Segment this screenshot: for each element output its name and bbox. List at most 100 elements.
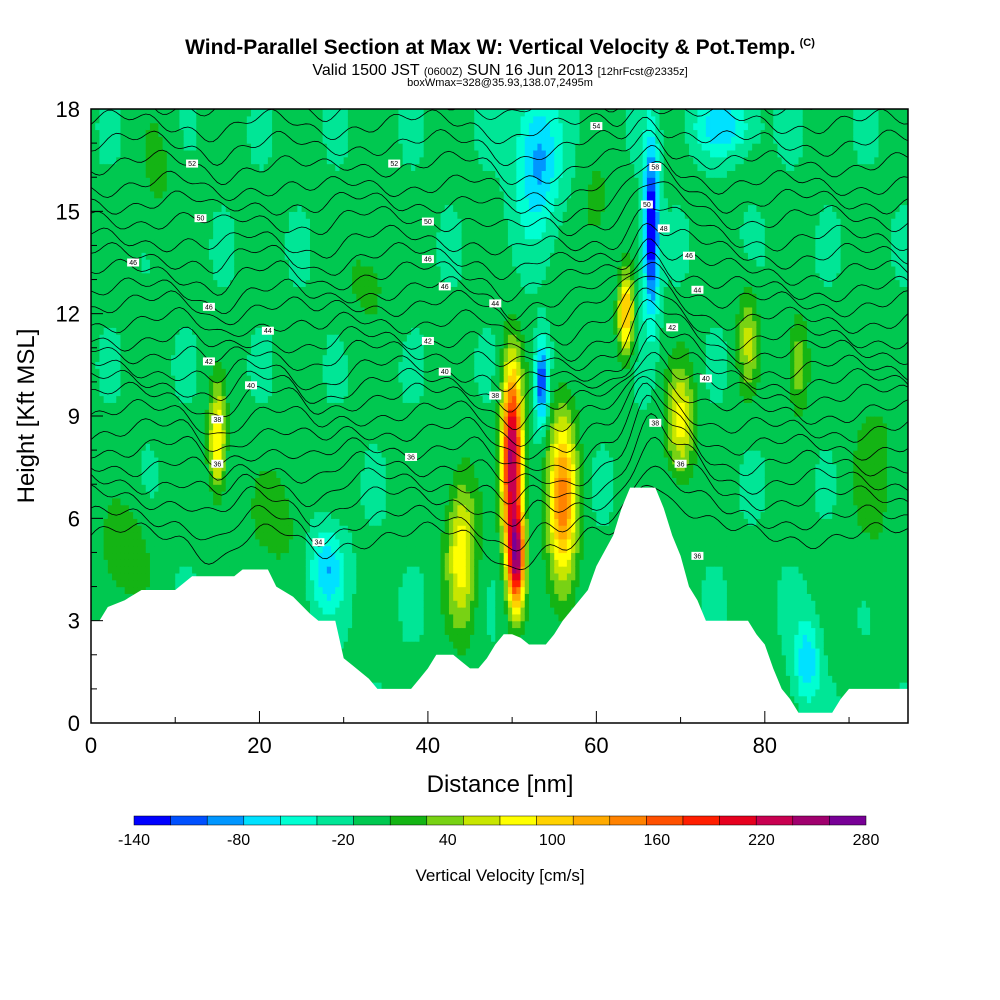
heatmap-cell xyxy=(146,423,151,430)
heatmap-cell xyxy=(129,314,134,321)
heatmap-cell xyxy=(142,123,147,130)
heatmap-cell xyxy=(108,552,113,559)
heatmap-cell xyxy=(196,341,201,348)
heatmap-cell xyxy=(95,327,100,334)
heatmap-cell xyxy=(196,464,201,471)
heatmap-cell xyxy=(192,525,197,532)
heatmap-cell xyxy=(104,436,109,443)
heatmap-cell xyxy=(158,232,163,239)
heatmap-cell xyxy=(99,355,104,362)
heatmap-cell xyxy=(95,273,100,280)
heatmap-cell xyxy=(120,484,125,491)
heatmap-cell xyxy=(175,559,180,566)
heatmap-cell xyxy=(150,512,155,519)
heatmap-cell xyxy=(108,150,113,157)
heatmap-cell xyxy=(192,396,197,403)
heatmap-cell xyxy=(179,477,184,484)
heatmap-cell xyxy=(154,580,159,587)
heatmap-cell xyxy=(125,443,130,450)
heatmap-cell xyxy=(133,266,138,273)
heatmap-cell xyxy=(163,252,168,259)
heatmap-cell xyxy=(167,409,172,416)
heatmap-cell xyxy=(146,396,151,403)
heatmap-cell xyxy=(188,218,193,225)
heatmap-cell xyxy=(154,123,159,130)
heatmap-cell xyxy=(163,320,168,327)
heatmap-cell xyxy=(137,436,142,443)
heatmap-cell xyxy=(120,375,125,382)
heatmap-cell xyxy=(129,225,134,232)
heatmap-cell xyxy=(146,170,151,177)
heatmap-cell xyxy=(146,225,151,232)
heatmap-cell xyxy=(150,566,155,573)
heatmap-cell xyxy=(116,273,121,280)
heatmap-cell xyxy=(112,211,117,218)
heatmap-cell xyxy=(116,177,121,184)
heatmap-cell xyxy=(137,423,142,430)
heatmap-cell xyxy=(158,143,163,150)
heatmap-cell xyxy=(95,280,100,287)
heatmap-cell xyxy=(99,552,104,559)
heatmap-cell xyxy=(154,320,159,327)
heatmap-cell xyxy=(192,320,197,327)
heatmap-cell xyxy=(112,361,117,368)
heatmap-cell xyxy=(179,334,184,341)
heatmap-cell xyxy=(150,341,155,348)
heatmap-cell xyxy=(184,334,189,341)
heatmap-cell xyxy=(104,587,109,594)
heatmap-cell xyxy=(179,225,184,232)
heatmap-cell xyxy=(108,382,113,389)
heatmap-cell xyxy=(104,593,109,600)
heatmap-cell xyxy=(116,375,121,382)
heatmap-cell xyxy=(137,573,142,580)
heatmap-cell xyxy=(175,552,180,559)
heatmap-cell xyxy=(133,143,138,150)
heatmap-cell xyxy=(125,532,130,539)
heatmap-cell xyxy=(179,464,184,471)
heatmap-cell xyxy=(99,532,104,539)
heatmap-cell xyxy=(171,129,176,136)
heatmap-cell xyxy=(171,525,176,532)
heatmap-cell xyxy=(184,314,189,321)
heatmap-cell xyxy=(175,409,180,416)
heatmap-cell xyxy=(150,123,155,130)
heatmap-cell xyxy=(171,205,176,212)
heatmap-cell xyxy=(129,123,134,130)
heatmap-cell xyxy=(171,307,176,314)
heatmap-cell xyxy=(179,546,184,553)
heatmap-cell xyxy=(184,464,189,471)
heatmap-cell xyxy=(129,566,134,573)
heatmap-cell xyxy=(116,170,121,177)
heatmap-cell xyxy=(120,416,125,423)
heatmap-cell xyxy=(120,539,125,546)
heatmap-cell xyxy=(116,218,121,225)
heatmap-cell xyxy=(112,273,117,280)
heatmap-cell xyxy=(142,177,147,184)
heatmap-cell xyxy=(133,205,138,212)
heatmap-cell xyxy=(129,430,134,437)
heatmap-cell xyxy=(154,211,159,218)
heatmap-cell xyxy=(146,164,151,171)
heatmap-cell xyxy=(99,314,104,321)
heatmap-cell xyxy=(99,157,104,164)
heatmap-cell xyxy=(133,436,138,443)
heatmap-cell xyxy=(137,518,142,525)
heatmap-cell xyxy=(179,430,184,437)
heatmap-cell xyxy=(154,273,159,280)
heatmap-cell xyxy=(188,225,193,232)
heatmap-cell xyxy=(188,518,193,525)
heatmap-cell xyxy=(200,402,205,409)
heatmap-cell xyxy=(184,109,189,116)
heatmap-cell xyxy=(171,450,176,457)
heatmap-cell xyxy=(120,573,125,580)
heatmap-cell xyxy=(99,573,104,580)
heatmap-cell xyxy=(167,205,172,212)
heatmap-cell xyxy=(104,184,109,191)
heatmap-cell xyxy=(125,539,130,546)
heatmap-cell xyxy=(120,136,125,143)
heatmap-cell xyxy=(112,150,117,157)
heatmap-cell xyxy=(108,396,113,403)
heatmap-cell xyxy=(192,382,197,389)
heatmap-cell xyxy=(112,402,117,409)
heatmap-cell xyxy=(133,307,138,314)
